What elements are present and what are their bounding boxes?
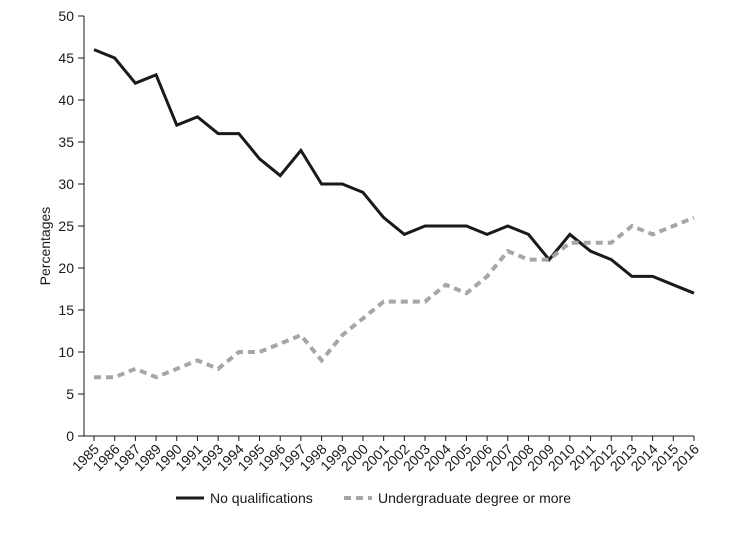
- legend-label: Undergraduate degree or more: [378, 490, 571, 506]
- series-line: [93, 48, 695, 295]
- y-tick-label: 30: [58, 176, 74, 192]
- y-tick-label: 0: [66, 428, 74, 444]
- y-tick-label: 5: [66, 386, 74, 402]
- legend: No qualifications Undergraduate degree or…: [176, 490, 571, 506]
- y-tick-label: 25: [58, 218, 74, 234]
- series-line: [94, 215, 695, 380]
- y-tick-label: 40: [58, 92, 74, 108]
- y-axis: 0 5 10 15 20 25 30 35 40 45 50: [58, 8, 85, 444]
- series-layer: [93, 48, 695, 380]
- y-tick-label: 20: [58, 260, 74, 276]
- y-tick-label: 45: [58, 50, 74, 66]
- legend-label: No qualifications: [210, 490, 313, 506]
- x-axis: 1985198619871989199019911993199419951996…: [69, 435, 702, 474]
- y-axis-title: Percentages: [37, 207, 53, 286]
- y-tick-label: 50: [58, 8, 74, 24]
- y-tick-label: 10: [58, 344, 74, 360]
- legend-item: No qualifications: [176, 490, 313, 506]
- legend-item: Undergraduate degree or more: [344, 490, 571, 506]
- series-no-qualifications: [93, 48, 695, 295]
- y-tick-label: 15: [58, 302, 74, 318]
- series-undergraduate-degree: [93, 215, 695, 380]
- y-tick-label: 35: [58, 134, 74, 150]
